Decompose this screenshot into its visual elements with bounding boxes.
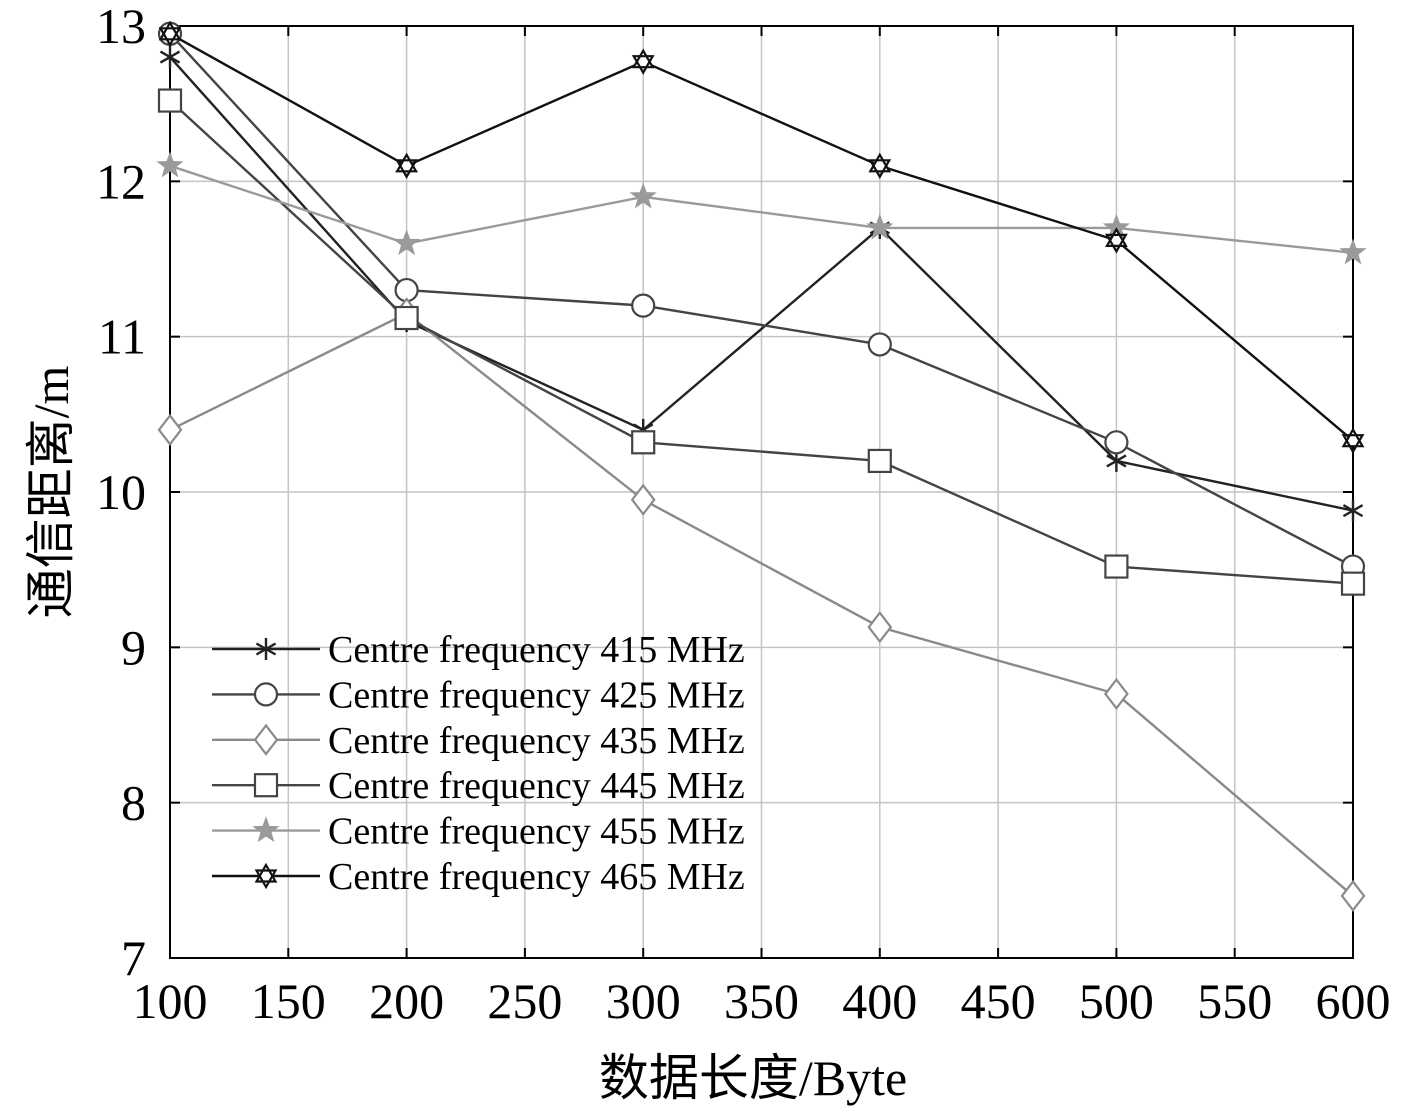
- y-tick-label: 9: [121, 619, 146, 675]
- data-point-circle: [867, 332, 892, 357]
- legend-item: Centre frequency 465 MHz: [212, 856, 745, 898]
- data-point-hexagram: [868, 152, 892, 180]
- data-point-star: [392, 229, 421, 256]
- series-line-3: [157, 88, 1366, 596]
- data-point-circle: [631, 293, 656, 318]
- data-point-star: [1339, 238, 1367, 265]
- legend-label: Centre frequency 435 MHz: [328, 720, 745, 762]
- data-point-diamond: [253, 723, 279, 756]
- data-point-square: [253, 773, 279, 798]
- data-point-square: [157, 88, 183, 113]
- y-tick-label: 13: [96, 0, 146, 54]
- x-axis-title: 数据长度/Byte: [599, 1050, 907, 1106]
- data-point-diamond: [157, 413, 183, 446]
- legend-label: Centre frequency 445 MHz: [328, 765, 745, 807]
- legend-item: Centre frequency 455 MHz: [212, 811, 745, 853]
- data-point-circle: [1104, 430, 1129, 455]
- x-tick-label: 150: [251, 973, 326, 1029]
- x-tick-label: 200: [369, 973, 444, 1029]
- legend-label: Centre frequency 465 MHz: [328, 856, 745, 898]
- y-tick-label: 12: [96, 153, 146, 209]
- series-path: [169, 32, 1354, 568]
- data-point-diamond: [1104, 677, 1129, 711]
- data-point-circle: [253, 682, 279, 707]
- data-point-diamond: [630, 483, 656, 516]
- x-tick-label: 400: [842, 973, 917, 1029]
- data-point-diamond: [1340, 879, 1366, 912]
- series-path: [169, 32, 1354, 442]
- series-path: [169, 56, 1354, 512]
- x-tick-label: 250: [487, 973, 562, 1029]
- data-point-square: [1104, 554, 1129, 579]
- data-point-square: [631, 430, 656, 455]
- legend-item: Centre frequency 445 MHz: [212, 765, 745, 807]
- data-point-hexagram: [631, 48, 655, 75]
- x-tick-label: 450: [961, 973, 1036, 1029]
- legend-label: Centre frequency 425 MHz: [328, 674, 745, 716]
- data-point-hexagram: [1341, 427, 1365, 454]
- data-point-square: [394, 305, 419, 331]
- series-group: [156, 20, 1367, 912]
- x-tick-label: 600: [1316, 973, 1391, 1029]
- x-tick-label: 350: [724, 973, 799, 1029]
- series-path: [169, 164, 1354, 254]
- y-axis-title: 通信距离/m: [23, 366, 79, 619]
- x-tick-label: 100: [133, 973, 208, 1029]
- data-point-diamond: [867, 611, 893, 644]
- data-point-asterisk: [255, 638, 277, 660]
- legend-label: Centre frequency 455 MHz: [328, 811, 745, 853]
- x-tick-label: 300: [606, 973, 681, 1029]
- x-tick-label: 500: [1079, 973, 1154, 1029]
- data-point-hexagram: [254, 862, 278, 890]
- series-line-1: [157, 21, 1366, 579]
- y-tick-label: 11: [98, 309, 146, 365]
- data-point-square: [867, 448, 892, 474]
- legend-label: Centre frequency 415 MHz: [328, 629, 745, 671]
- data-point-hexagram: [395, 152, 419, 180]
- y-tick-label: 7: [121, 930, 146, 986]
- y-tick-label: 8: [121, 775, 146, 831]
- data-point-asterisk: [159, 46, 181, 69]
- series-path: [169, 99, 1354, 585]
- x-tick-label: 550: [1197, 973, 1272, 1029]
- data-point-star: [156, 151, 184, 178]
- legend-item: Centre frequency 435 MHz: [212, 720, 745, 762]
- series-line-5: [158, 20, 1365, 454]
- data-point-hexagram: [1104, 227, 1128, 254]
- series-line-2: [157, 297, 1366, 912]
- data-point-asterisk: [1342, 499, 1364, 522]
- data-point-square: [1340, 571, 1366, 596]
- legend-item: Centre frequency 415 MHz: [212, 629, 745, 671]
- y-tick-label: 10: [96, 464, 146, 520]
- data-point-star: [629, 182, 657, 209]
- data-point-star: [866, 213, 894, 240]
- axis-ticks: 100 150 200 250 300 350 400 450 500 550 600 7 8 9 10 11…: [96, 0, 1391, 1029]
- data-point-star: [252, 816, 280, 843]
- data-point-hexagram: [158, 20, 182, 48]
- series-path: [169, 311, 1354, 897]
- legend-item: Centre frequency 425 MHz: [212, 674, 745, 716]
